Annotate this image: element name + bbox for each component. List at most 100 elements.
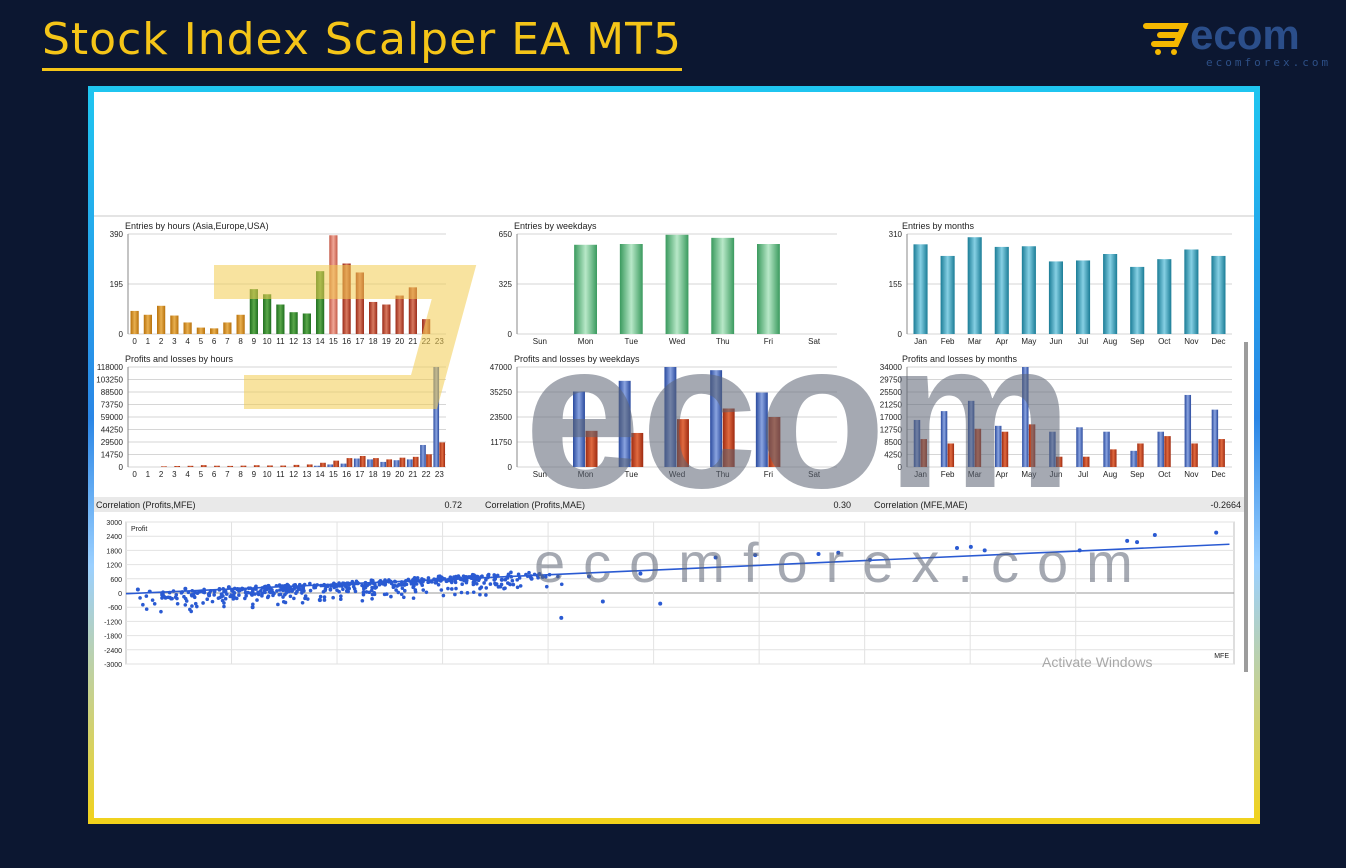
pl_hours-xtick: 16 [342, 470, 351, 479]
pl_weekdays-bar-loss [677, 419, 689, 467]
scatter-point [511, 582, 516, 587]
scrollbar-thumb [1244, 342, 1248, 672]
pl_weekdays-bar-profit [664, 367, 677, 467]
scatter-point [369, 578, 374, 582]
watermark-cart-icon [214, 265, 477, 409]
months-bar [1184, 249, 1199, 334]
scatter-point [499, 577, 504, 582]
months-ytick: 0 [898, 330, 903, 339]
scatter-point [471, 590, 476, 595]
hours-bar [408, 287, 417, 334]
scatter-point [323, 587, 328, 591]
weekdays-bar [757, 244, 780, 334]
weekdays-ytick: 650 [499, 230, 513, 239]
scatter-point [345, 586, 349, 590]
pl_hours-bar-loss [187, 465, 194, 467]
hours-xtick: 21 [408, 337, 417, 346]
pl_months-bar-profit [940, 411, 948, 467]
scatter-point [559, 615, 564, 620]
months-bar [967, 237, 982, 334]
scatter-point [308, 588, 313, 593]
scatter-point [586, 574, 591, 579]
scatter-point [250, 593, 254, 597]
pl_hours-xtick: 17 [355, 470, 364, 479]
scatter-point [233, 596, 237, 600]
hours-xtick: 3 [172, 337, 177, 346]
pl_hours-xtick: 15 [329, 470, 338, 479]
scatter-point [389, 594, 393, 599]
pl_months-bar-loss [1164, 436, 1171, 467]
scatter-point [299, 587, 303, 592]
pl_weekdays-ytick: 11750 [490, 438, 512, 447]
scatter-point [510, 578, 515, 583]
correlation-label: Correlation (Profits,MAE) [485, 500, 585, 510]
scatter-point [226, 585, 231, 590]
scatter-point [190, 604, 194, 608]
scatter-point [251, 602, 255, 607]
scatter-point [638, 571, 643, 576]
pl_hours-ytick: 103250 [96, 376, 123, 385]
pl_hours-xtick: 6 [212, 470, 217, 479]
pl_months-ytick: 17000 [880, 413, 903, 422]
pl_hours-bar-loss [386, 459, 393, 467]
scatter-ytick: 0 [118, 591, 122, 598]
scatter-point [382, 592, 387, 597]
pl_hours-bar-loss [373, 458, 379, 467]
months-bar [913, 244, 928, 334]
weekdays-xtick: Mon [578, 337, 594, 346]
pl_months-xtick: Oct [1158, 470, 1171, 479]
scatter-point [288, 594, 293, 599]
pl_hours-xtick: 1 [146, 470, 151, 479]
months-ytick: 155 [889, 280, 903, 289]
pl_weekdays-bar-profit [573, 391, 585, 467]
scatter-point [339, 594, 343, 598]
pl_weekdays-xtick: Tue [625, 470, 639, 479]
scatter-point [168, 595, 172, 600]
correlation-value: 0.30 [833, 500, 851, 510]
pl_months-bar-profit [1130, 450, 1137, 467]
pl_hours-xtick: 10 [263, 470, 272, 479]
months-xtick: Apr [996, 337, 1009, 346]
hours-xtick: 2 [159, 337, 164, 346]
pl_months-bar-loss [920, 439, 927, 467]
scatter-point [272, 591, 276, 596]
pl_months-ytick: 4250 [884, 451, 902, 460]
hours-bar [249, 289, 258, 334]
pl_months-ytick: 34000 [880, 363, 903, 372]
pl_weekdays-ytick: 35250 [490, 388, 513, 397]
weekdays-xtick: Fri [764, 337, 774, 346]
scatter-point [331, 595, 335, 600]
report-frame: Entries by hours (Asia,Europe,USA) 390 195… [88, 86, 1260, 824]
pl_hours-bar-loss [293, 464, 300, 467]
months-xtick: Feb [941, 337, 955, 346]
correlation-value: 0.72 [444, 500, 462, 510]
pl_months-bar-loss [1110, 449, 1117, 467]
weekdays-ytick: 325 [499, 280, 513, 289]
hours-bar [302, 313, 311, 334]
pl_months-ytick: 12750 [880, 426, 903, 435]
months-xtick: Aug [1103, 337, 1117, 346]
pl_months-bar-profit [913, 419, 921, 467]
scatter-point [195, 604, 199, 609]
pl_weekdays-bar-loss [585, 430, 598, 467]
pl_weekdays-title: Profits and losses by weekdays [514, 354, 640, 364]
scatter-point [439, 588, 444, 592]
scatter-point [369, 588, 374, 593]
scatter-point [472, 574, 477, 578]
weekdays-xtick: Tue [625, 337, 639, 346]
ecomforex-logo: ecom [1143, 11, 1300, 58]
pl_hours-bar-loss [412, 456, 419, 467]
scatter-point [159, 609, 163, 614]
scatter-point [250, 605, 255, 610]
scatter-point [509, 570, 513, 575]
pl_hours-ytick: 29500 [101, 438, 124, 447]
scatter-point [175, 601, 180, 606]
weekdays-title: Entries by weekdays [514, 221, 597, 231]
pl_hours-bar-loss [320, 462, 326, 467]
hours-bar [210, 328, 219, 334]
scatter-point [243, 596, 247, 601]
scatter-point [135, 587, 140, 592]
scatter-point [335, 588, 339, 593]
scatter-point [434, 580, 438, 585]
scatter-point [367, 590, 372, 595]
